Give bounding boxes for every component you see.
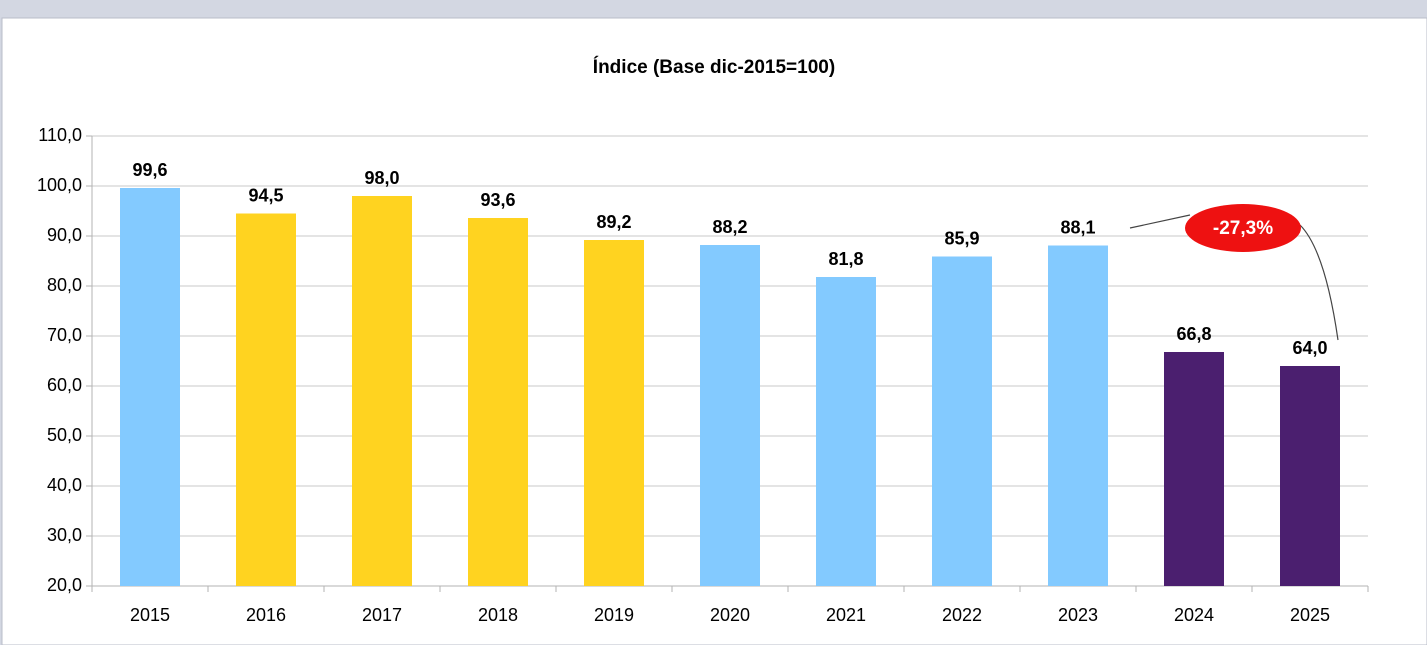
value-label: 98,0 [364, 168, 399, 188]
value-label: 81,8 [828, 249, 863, 269]
x-tick-label: 2022 [942, 605, 982, 625]
x-tick-label: 2019 [594, 605, 634, 625]
y-tick-label: 40,0 [47, 475, 82, 495]
x-tick-label: 2021 [826, 605, 866, 625]
value-label: 89,2 [596, 212, 631, 232]
x-tick-label: 2018 [478, 605, 518, 625]
top-band [0, 0, 1427, 18]
bar [584, 240, 644, 586]
y-tick-label: 20,0 [47, 575, 82, 595]
bar [1048, 245, 1108, 586]
x-tick-label: 2016 [246, 605, 286, 625]
annotation-badge [1185, 204, 1301, 252]
bar [700, 245, 760, 586]
connector [1299, 224, 1339, 341]
value-label: 99,6 [132, 160, 167, 180]
y-tick-label: 80,0 [47, 275, 82, 295]
y-tick-label: 100,0 [37, 175, 82, 195]
connector [1129, 214, 1191, 229]
bar [932, 256, 992, 586]
plot-area: 20,0 30,0 40,0 50,0 60,0 70,0 80,0 90,0 100,0 110… [37, 125, 1369, 625]
y-tick-label: 110,0 [38, 125, 82, 145]
y-tick-label: 60,0 [47, 375, 82, 395]
value-label: 93,6 [480, 190, 515, 210]
x-tick-label: 2023 [1058, 605, 1098, 625]
x-tick-label: 2015 [130, 605, 170, 625]
y-tick-label: 70,0 [47, 325, 82, 345]
value-label: 64,0 [1292, 338, 1327, 358]
annotation: -27,3% [1213, 218, 1273, 239]
bar [1164, 352, 1224, 586]
x-tick-label: 2017 [362, 605, 402, 625]
value-label: 94,5 [248, 185, 283, 205]
value-label: 66,8 [1176, 324, 1211, 344]
value-label: 88,1 [1060, 217, 1095, 237]
y-tick-label: 50,0 [47, 425, 82, 445]
bar [468, 218, 528, 586]
bar [120, 188, 180, 586]
value-label: 88,2 [712, 217, 747, 237]
x-tick-label: 2024 [1174, 605, 1214, 625]
bar [236, 213, 296, 586]
y-tick-label: 30,0 [47, 525, 82, 545]
chart-title: Índice (Base dic-2015=100) [593, 56, 835, 78]
bar [816, 277, 876, 586]
value-label: 85,9 [944, 228, 979, 248]
bar [1280, 366, 1340, 586]
x-tick-label: 2020 [710, 605, 750, 625]
y-tick-label: 90,0 [47, 225, 82, 245]
bar [352, 196, 412, 586]
x-tick-label: 2025 [1290, 605, 1330, 625]
